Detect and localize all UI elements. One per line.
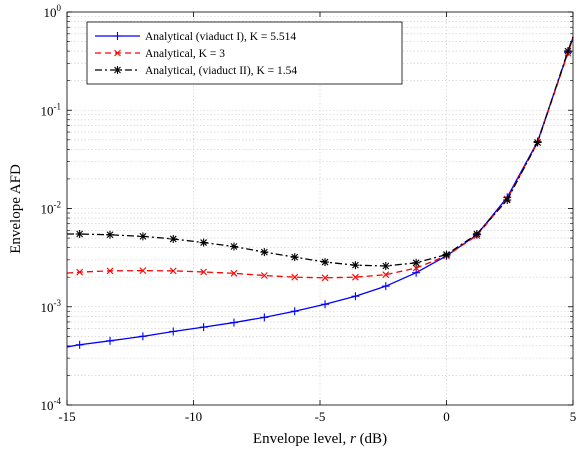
x-tick-label: -10 <box>185 409 202 424</box>
legend: Analytical (viaduct I), K = 5.514 Analyt… <box>86 21 403 85</box>
series-2-point <box>321 274 329 282</box>
series-1-point <box>229 318 238 327</box>
series-1-point <box>75 340 84 349</box>
series-3-point <box>199 238 208 247</box>
y-tick-label: 10-1 <box>41 101 62 118</box>
series-3-point <box>503 196 512 205</box>
series-1-point <box>106 336 115 345</box>
y-tick-label: 10-4 <box>41 396 62 413</box>
series-3-point <box>351 261 360 270</box>
series-1-point <box>412 268 421 277</box>
series-2-point <box>76 268 84 276</box>
series-3-point <box>106 230 115 239</box>
series-3-point <box>321 258 330 267</box>
x-tick-label: 5 <box>570 409 577 424</box>
series-3-point <box>290 253 299 262</box>
series-2-point <box>200 268 208 276</box>
series-1-point <box>351 292 360 301</box>
legend-label-viaduct-2: Analytical, (viaduct II), K = 1.54 <box>145 65 297 77</box>
series-1-point <box>138 332 147 341</box>
axis-ticks: -15 -10 -5 0 5 10-4 10-3 10-2 10-1 100 <box>41 3 577 424</box>
x-tick-label: -15 <box>58 409 75 424</box>
series-1-point <box>169 327 178 336</box>
series-2-point <box>382 271 390 279</box>
series-1-point <box>381 282 390 291</box>
series-3-point <box>533 138 542 147</box>
series-3-point <box>260 248 269 257</box>
series-2-point <box>169 267 177 275</box>
series-3-point <box>412 258 421 267</box>
legend-label-k3: Analytical, K = 3 <box>145 48 225 60</box>
legend-marker-sample <box>114 49 121 57</box>
series-2-point <box>139 267 147 275</box>
legend-marker-sample <box>113 66 122 74</box>
series-3-point <box>229 242 238 251</box>
series-2-point <box>291 273 299 281</box>
series-1-point <box>290 307 299 316</box>
series-3-point <box>381 261 390 270</box>
y-tick-label: 100 <box>44 3 62 20</box>
series-2-point <box>230 269 238 277</box>
series-1-point <box>260 313 269 322</box>
x-tick-label: 0 <box>443 409 450 424</box>
x-tick-label: -5 <box>315 409 326 424</box>
series-3-point <box>138 232 147 241</box>
series-2-point <box>106 267 114 275</box>
y-tick-label: 10-2 <box>41 200 62 217</box>
x-axis-label: Envelope level, r (dB) <box>253 431 387 447</box>
series-2-point <box>352 273 359 281</box>
series-2-point <box>412 264 420 272</box>
y-axis-label: Envelope AFD <box>8 164 24 254</box>
series-2-point <box>260 272 268 279</box>
series-1-point <box>321 300 330 309</box>
series-lines <box>66 36 574 349</box>
y-tick-label: 10-3 <box>41 298 62 315</box>
legend-label-viaduct-1: Analytical (viaduct I), K = 5.514 <box>145 31 296 43</box>
series-3-point <box>75 230 84 239</box>
series-3-point <box>169 234 178 243</box>
legend-marker-sample <box>113 32 122 40</box>
series-1-point <box>199 323 208 332</box>
series-3-point <box>442 250 451 259</box>
series-3-point <box>472 230 481 239</box>
